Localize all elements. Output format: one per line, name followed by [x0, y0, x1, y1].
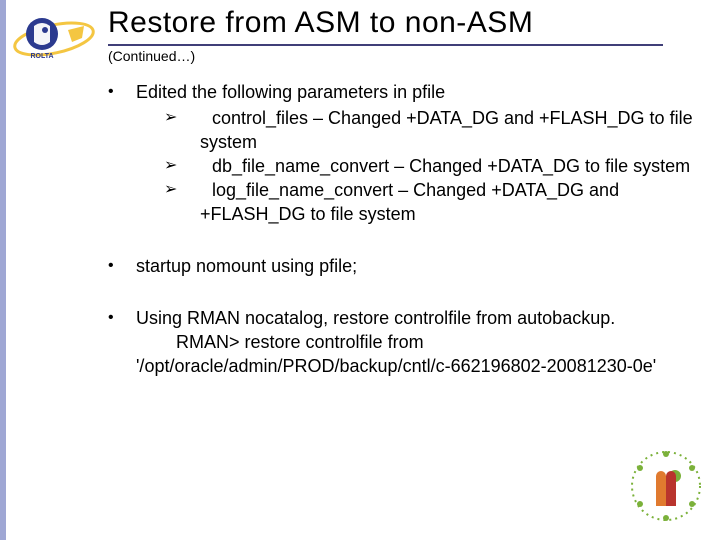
title-underline [108, 44, 663, 46]
bullet-item: • Using RMAN nocatalog, restore controlf… [108, 306, 698, 378]
bullet-body: startup nomount using pfile; [136, 254, 698, 278]
bullet-lead: Using RMAN nocatalog, restore controlfil… [136, 306, 698, 330]
sub-text: control_files – Changed +DATA_DG and +FL… [200, 106, 698, 154]
arrow-icon: ➢ [164, 178, 200, 226]
bullet-lead: startup nomount using pfile; [136, 256, 357, 276]
slide-subtitle: (Continued…) [108, 48, 698, 64]
bullet-marker: • [108, 80, 136, 226]
left-stripe [0, 0, 6, 540]
insights-badge [626, 446, 706, 526]
arrow-icon: ➢ [164, 106, 200, 154]
rman-command-line: RMAN> restore controlfile from [136, 330, 698, 354]
sub-item: ➢ log_file_name_convert – Changed +DATA_… [136, 178, 698, 226]
slide-title: Restore from ASM to non-ASM [108, 6, 698, 40]
bullet-item: • Edited the following parameters in pfi… [108, 80, 698, 226]
arrow-icon: ➢ [164, 154, 200, 178]
bullet-marker: • [108, 306, 136, 378]
sub-text: log_file_name_convert – Changed +DATA_DG… [200, 178, 698, 226]
bullet-item: • startup nomount using pfile; [108, 254, 698, 278]
bullet-body: Edited the following parameters in pfile… [136, 80, 698, 226]
slide-content: Restore from ASM to non-ASM (Continued…)… [108, 6, 698, 386]
sub-item: ➢ control_files – Changed +DATA_DG and +… [136, 106, 698, 154]
bullet-lead: Edited the following parameters in pfile [136, 82, 445, 102]
bullet-body: Using RMAN nocatalog, restore controlfil… [136, 306, 698, 378]
bullet-marker: • [108, 254, 136, 278]
sub-text: db_file_name_convert – Changed +DATA_DG … [200, 154, 698, 178]
sub-item: ➢ db_file_name_convert – Changed +DATA_D… [136, 154, 698, 178]
sub-list: ➢ control_files – Changed +DATA_DG and +… [136, 106, 698, 226]
brand-logo: ROLTA [12, 8, 96, 70]
svg-text:ROLTA: ROLTA [30, 53, 53, 60]
rman-path-line: '/opt/oracle/admin/PROD/backup/cntl/c-66… [136, 354, 698, 378]
